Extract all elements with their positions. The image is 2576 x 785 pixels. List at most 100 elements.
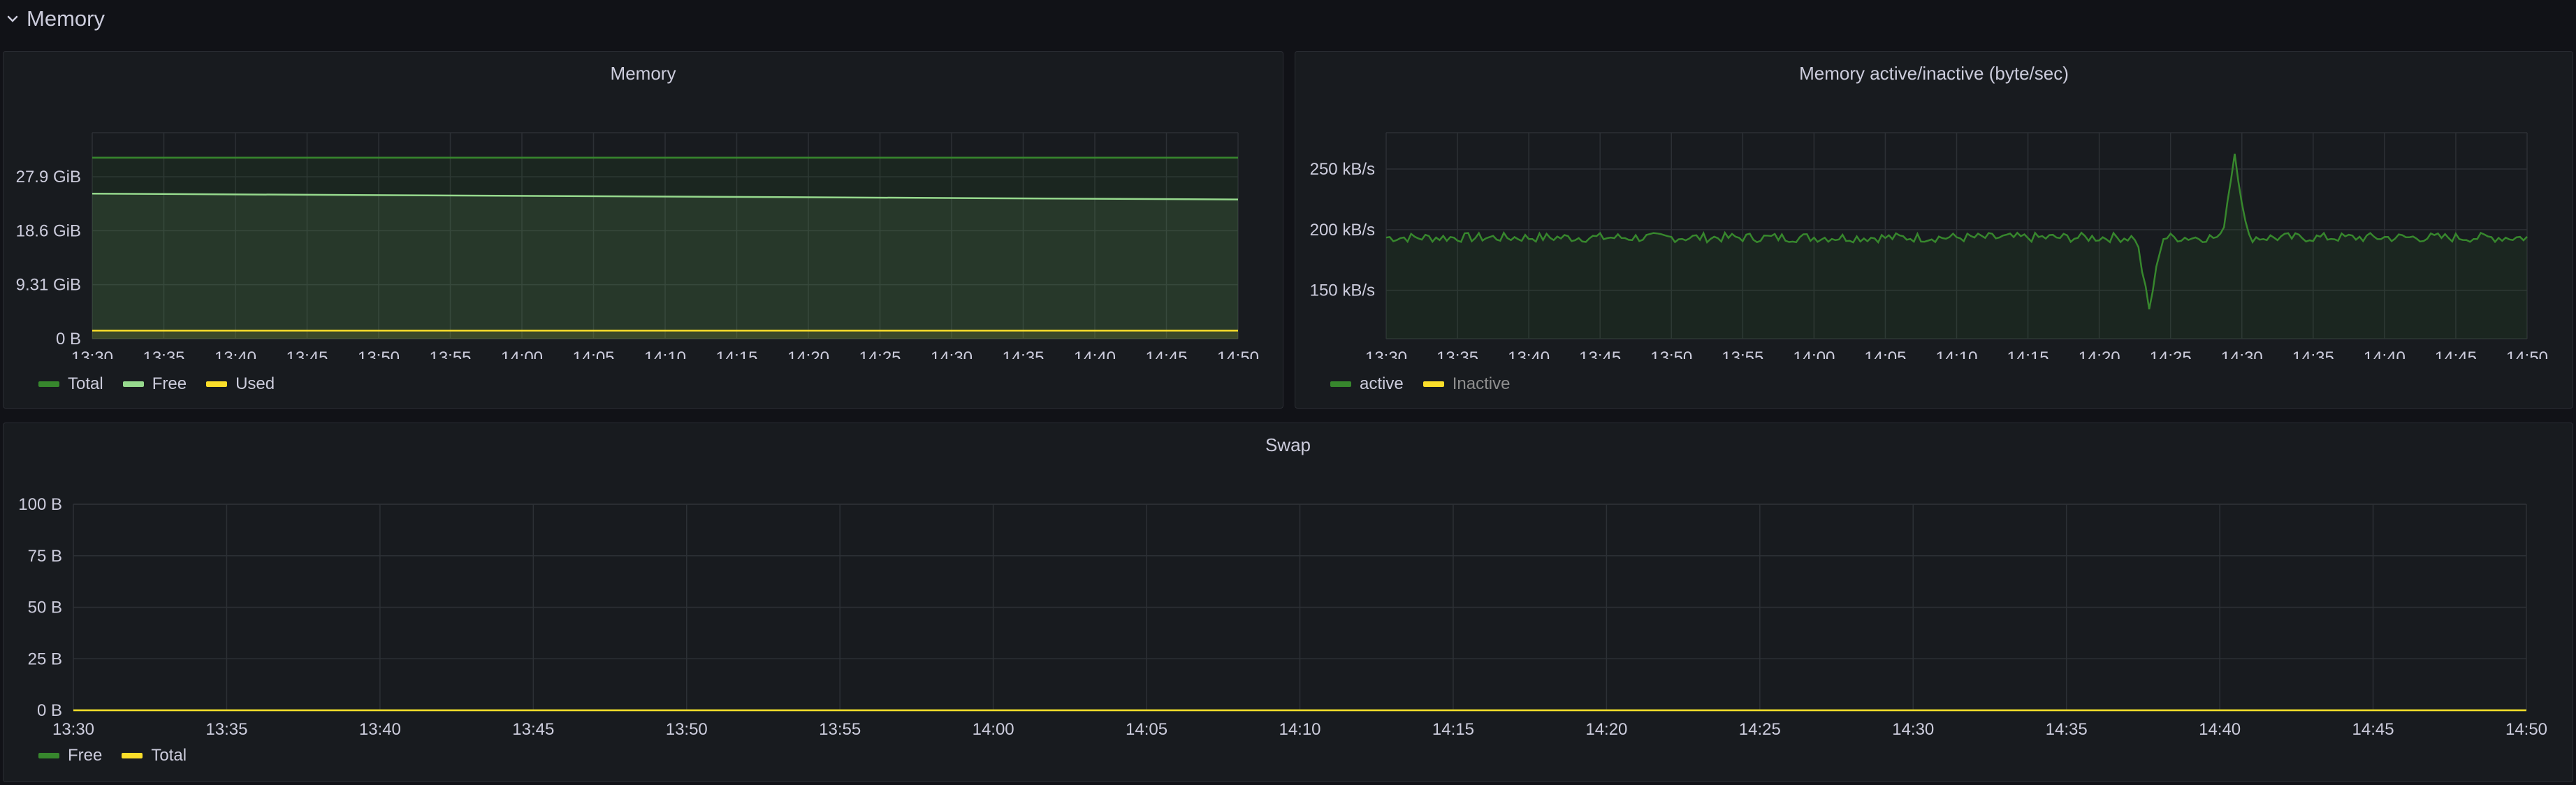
- x-tick-label: 13:40: [359, 720, 401, 738]
- x-tick-label: 14:35: [1002, 349, 1044, 359]
- y-tick-label: 25 B: [28, 650, 62, 668]
- series-area-used: [92, 330, 1238, 339]
- chart-memory-active: 13:30 13:35 13:40 13:45 13:50 13:55 14:00 14:05…: [1310, 132, 2548, 359]
- x-tick-label: 14:00: [1793, 349, 1835, 359]
- x-tick-label: 14:50: [1217, 349, 1259, 359]
- series-line-active: [1385, 154, 2528, 310]
- x-tick-label: 14:45: [1145, 349, 1187, 359]
- legend-label: Total: [68, 374, 103, 393]
- chart-memory: 13:30 13:35 13:40 13:45 13:50 13:55 14:00 14:05…: [16, 132, 1259, 359]
- legend-memory-active: active Inactive: [1330, 374, 1510, 394]
- series-area-active: [1386, 154, 2527, 339]
- y-tick-label: 0 B: [56, 330, 81, 349]
- x-tick-label: 14:00: [501, 349, 543, 359]
- x-tick-label: 14:45: [2352, 720, 2394, 738]
- series-area-free: [92, 193, 1238, 339]
- legend-label: active: [1360, 374, 1404, 393]
- x-tick-label: 13:35: [143, 349, 184, 359]
- series-line-free: [92, 193, 1239, 200]
- x-tick-label: 13:50: [1650, 349, 1692, 359]
- x-tick-label: 13:55: [819, 720, 861, 738]
- legend-label: Inactive: [1452, 374, 1511, 393]
- legend-swatch: [38, 381, 59, 387]
- legend-swatch: [122, 753, 143, 758]
- x-tick-label: 13:40: [1508, 349, 1550, 359]
- x-tick-label: 13:30: [1365, 349, 1407, 359]
- x-tick-label: 14:20: [2079, 349, 2120, 359]
- x-tick-label: 14:25: [1739, 720, 1781, 738]
- x-tick-label: 14:35: [2292, 349, 2334, 359]
- y-tick-label: 50 B: [28, 599, 62, 617]
- y-tick-label: 27.9 GiB: [16, 168, 81, 186]
- x-tick-label: 13:45: [286, 349, 328, 359]
- x-tick-label: 14:30: [2221, 349, 2263, 359]
- y-tick-label: 150 kB/s: [1310, 281, 1375, 300]
- x-tick-label: 14:05: [1126, 720, 1167, 738]
- legend-item-total[interactable]: Total: [38, 374, 103, 394]
- x-tick-label: 14:30: [1892, 720, 1934, 738]
- x-tick-label: 13:45: [512, 720, 554, 738]
- x-tick-label: 14:40: [1074, 349, 1116, 359]
- x-tick-label: 14:40: [2199, 720, 2241, 738]
- x-tick-label: 13:50: [666, 720, 708, 738]
- chart-swap: 13:30 13:35 13:40 13:45 13:50 13:55 14:00 14:05…: [18, 495, 2547, 738]
- x-tick-label: 13:50: [358, 349, 400, 359]
- series-area-total: [92, 157, 1238, 339]
- y-tick-label: 18.6 GiB: [16, 221, 81, 240]
- x-tick-label: 14:50: [2506, 349, 2548, 359]
- legend-item-free[interactable]: Free: [122, 374, 187, 394]
- legend-item-inactive[interactable]: Inactive: [1422, 374, 1511, 394]
- x-tick-label: 14:50: [2505, 720, 2547, 738]
- x-tick-label: 13:30: [71, 349, 113, 359]
- legend-item-active[interactable]: active: [1330, 374, 1404, 394]
- x-tick-label: 14:15: [2007, 349, 2049, 359]
- chevron-down-icon: [7, 15, 18, 22]
- y-tick-label: 75 B: [28, 547, 62, 566]
- panel-title-memory-active[interactable]: Memory active/inactive (byte/sec): [1799, 63, 2069, 84]
- legend-swap: Free Total: [38, 746, 187, 765]
- y-tick-label: 100 B: [18, 495, 62, 514]
- x-tick-label: 14:10: [1279, 720, 1320, 738]
- panel-title-swap[interactable]: Swap: [1265, 434, 1311, 455]
- x-tick-label: 13:35: [1436, 349, 1478, 359]
- x-tick-label: 14:20: [787, 349, 829, 359]
- x-tick-label: 14:15: [715, 349, 757, 359]
- x-tick-label: 14:45: [2435, 349, 2477, 359]
- legend-label: Free: [152, 374, 187, 393]
- x-tick-label: 14:20: [1585, 720, 1627, 738]
- y-tick-label: 0 B: [37, 701, 62, 720]
- x-tick-label: 13:40: [214, 349, 256, 359]
- row-title: Memory: [27, 6, 105, 31]
- x-tick-label: 13:55: [429, 349, 471, 359]
- x-tick-label: 13:30: [52, 720, 94, 738]
- legend-item-free[interactable]: Free: [38, 746, 102, 765]
- x-tick-label: 14:15: [1432, 720, 1474, 738]
- legend-swatch: [1422, 381, 1444, 387]
- legend-swatch: [38, 753, 59, 758]
- legend-item-total[interactable]: Total: [122, 746, 187, 765]
- panel-swap: Swap 13:30 13:35 13:40 13:45 13:50 13:55 14:00…: [3, 423, 2573, 782]
- legend-swatch: [206, 381, 228, 387]
- x-tick-label: 14:30: [931, 349, 973, 359]
- panel-title-memory[interactable]: Memory: [610, 63, 676, 84]
- x-tick-label: 14:05: [572, 349, 614, 359]
- y-tick-label: 200 kB/s: [1310, 221, 1375, 240]
- x-tick-label: 14:25: [859, 349, 901, 359]
- y-tick-label: 250 kB/s: [1310, 160, 1375, 179]
- legend-label: Free: [68, 746, 103, 765]
- row-header-memory[interactable]: Memory: [6, 3, 105, 35]
- x-tick-label: 13:35: [205, 720, 247, 738]
- x-tick-label: 13:55: [1722, 349, 1763, 359]
- legend-swatch: [122, 381, 144, 387]
- legend-swatch: [1330, 381, 1351, 387]
- x-tick-label: 13:45: [1579, 349, 1621, 359]
- x-tick-label: 14:35: [2046, 720, 2088, 738]
- panel-memory: Memory 13:30 13:35 13:40 13:45 13:50 13:55 14:…: [3, 51, 1283, 409]
- x-tick-label: 14:40: [2364, 349, 2406, 359]
- legend-memory: Total Free Used: [38, 374, 275, 394]
- legend-item-used[interactable]: Used: [206, 374, 275, 394]
- legend-label: Total: [151, 746, 187, 765]
- legend-label: Used: [235, 374, 275, 393]
- x-tick-label: 14:05: [1864, 349, 1906, 359]
- panel-memory-active: Memory active/inactive (byte/sec) 13:30 1…: [1295, 51, 2573, 409]
